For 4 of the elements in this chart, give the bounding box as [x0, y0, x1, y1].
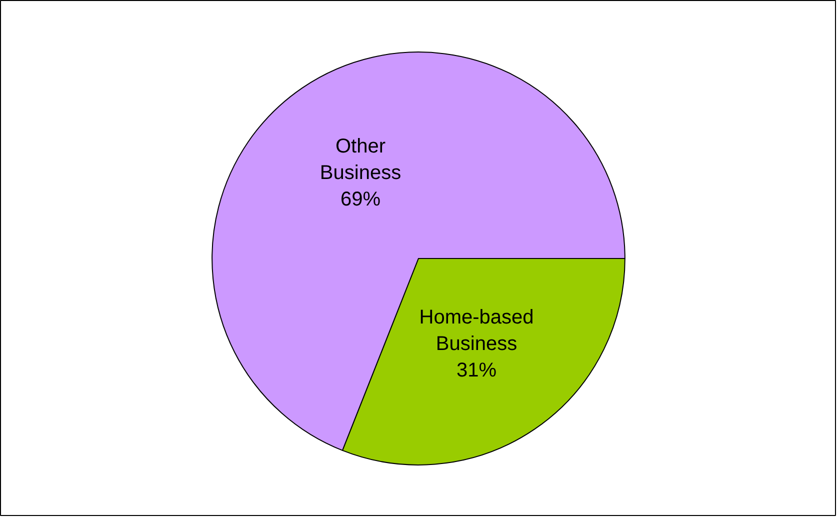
data-label: 31% [456, 359, 497, 382]
slice-label: Home-based Business [419, 306, 534, 355]
slice-label: Other Business [320, 136, 402, 184]
data-label: 69% [340, 188, 381, 211]
